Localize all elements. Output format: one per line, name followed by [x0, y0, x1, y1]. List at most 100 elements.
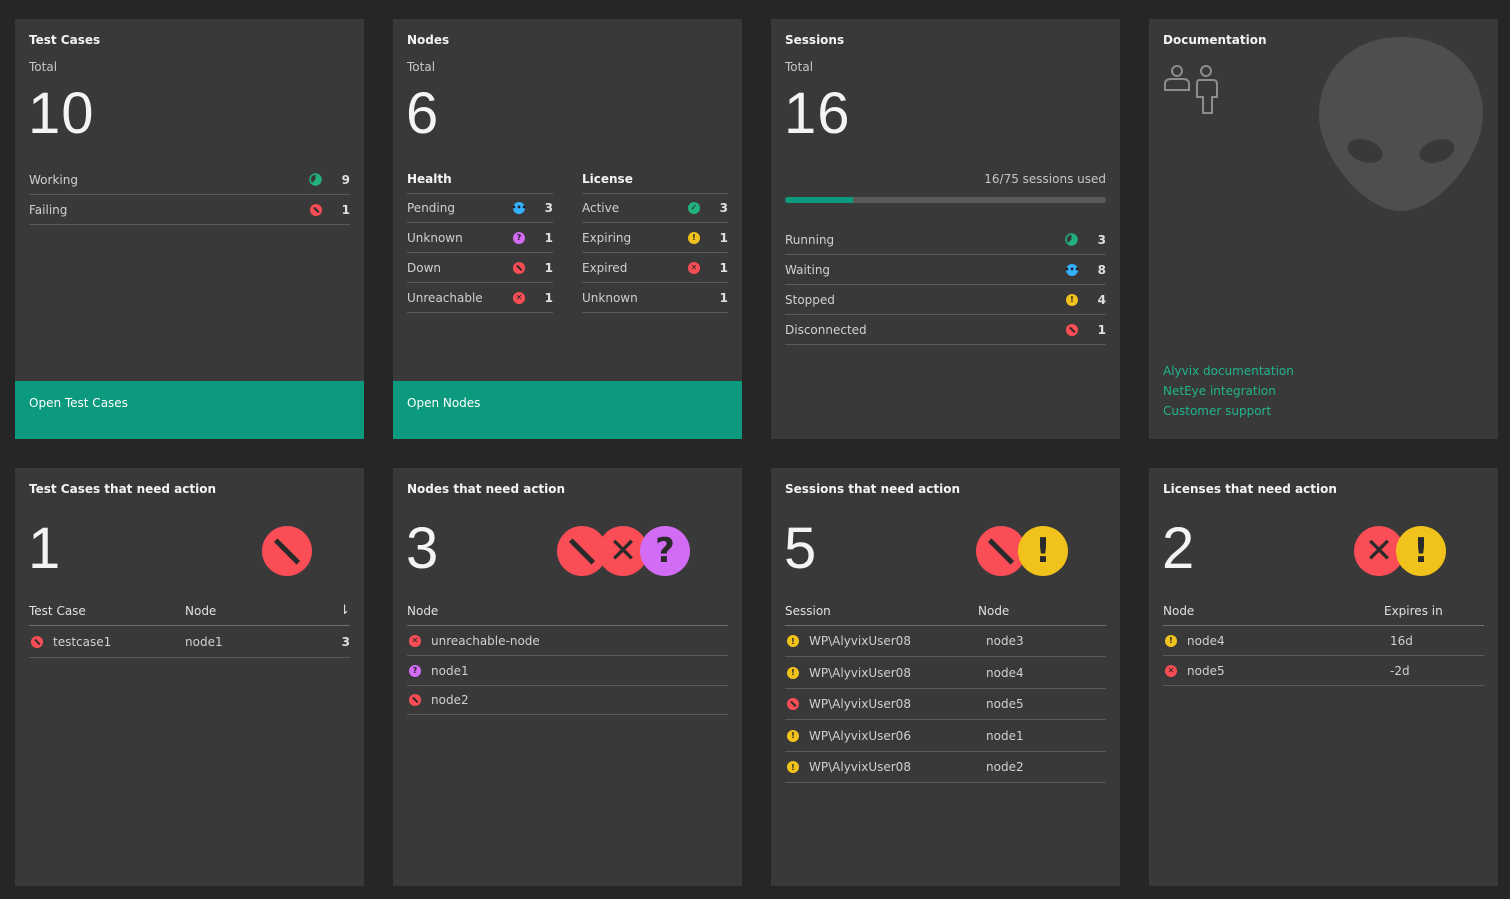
- pending-icon: •••: [1064, 263, 1080, 276]
- blocked-icon: [787, 698, 799, 710]
- alyvix-documentation-link[interactable]: Alyvix documentation: [1163, 364, 1294, 378]
- table-row[interactable]: ! WP\AlyvixUser06 node1: [785, 720, 1106, 752]
- blocked-icon: [31, 636, 43, 648]
- row-label: Expiring: [582, 230, 632, 245]
- column-session[interactable]: Session: [785, 604, 831, 618]
- table-row[interactable]: ✕ node5 -2d: [1163, 656, 1484, 686]
- cell-session: WP\AlyvixUser08: [809, 634, 911, 648]
- column-node[interactable]: Node: [978, 604, 1010, 618]
- question-icon: ?: [409, 664, 421, 677]
- table-row[interactable]: WP\AlyvixUser08 node5: [785, 689, 1106, 720]
- cell-node: node3: [986, 634, 1024, 648]
- row-count: 1: [719, 260, 728, 275]
- row-label: Unreachable: [407, 290, 483, 305]
- total-count: 6: [406, 81, 440, 146]
- cell-node: node2: [986, 760, 1024, 774]
- license-row-expiring: Expiring ! 1: [582, 223, 728, 253]
- sort-icon[interactable]: ⇂: [339, 603, 350, 618]
- session-row-disconnected: Disconnected 1: [785, 315, 1106, 345]
- table-row[interactable]: ✕ unreachable-node: [407, 626, 728, 656]
- license-row-active: Active ✓ 3: [582, 193, 728, 223]
- row-count: 1: [1097, 322, 1106, 337]
- warning-icon: !: [1018, 526, 1068, 576]
- card-title: Nodes: [407, 33, 450, 47]
- row-label: Unknown: [407, 230, 463, 245]
- card-title: Licenses that need action: [1163, 482, 1337, 496]
- cell-node: node5: [1187, 663, 1225, 678]
- row-count: 4: [1097, 292, 1106, 307]
- action-count: 1: [28, 516, 61, 581]
- blocked-icon: [513, 261, 525, 274]
- health-row-down: Down 1: [407, 253, 553, 283]
- total-count: 16: [784, 81, 851, 146]
- license-row-unknown: Unknown 1: [582, 283, 728, 313]
- row-label: Pending: [407, 200, 455, 215]
- row-label: Down: [407, 260, 442, 275]
- table-header: Test Case Node ⇂: [29, 602, 350, 626]
- total-label: Total: [407, 60, 436, 74]
- customer-support-link[interactable]: Customer support: [1163, 404, 1272, 418]
- cell-node: node1: [431, 663, 469, 678]
- licenses-action-card: Licenses that need action 2 ✕ ! Node Exp…: [1149, 468, 1498, 886]
- table-row[interactable]: ! node4 16d: [1163, 626, 1484, 656]
- blocked-icon: [976, 526, 1026, 576]
- cell-node: node5: [986, 697, 1024, 711]
- alien-logo-icon: [1319, 35, 1483, 217]
- action-count: 2: [1162, 516, 1195, 581]
- cell-expires: 16d: [1390, 633, 1413, 648]
- row-count: 9: [341, 172, 350, 187]
- session-row-waiting: Waiting ••• 8: [785, 255, 1106, 285]
- row-count: 3: [544, 200, 553, 215]
- blocked-icon: [409, 694, 421, 706]
- warning-icon: !: [787, 666, 799, 679]
- pending-icon: •••: [511, 201, 527, 214]
- cell-node: node1: [986, 728, 1024, 743]
- open-nodes-button[interactable]: Open Nodes: [393, 381, 742, 439]
- health-row-unknown: Unknown ? 1: [407, 223, 553, 253]
- cell-expires: -2d: [1390, 663, 1410, 678]
- divider: [582, 193, 728, 194]
- documentation-card: Documentation Alyvix documentation NetEy…: [1149, 19, 1498, 439]
- row-label: Waiting: [785, 262, 831, 277]
- table-row[interactable]: ! WP\AlyvixUser08 node2: [785, 752, 1106, 783]
- cell-count: 3: [341, 635, 350, 649]
- row-count: 1: [544, 290, 553, 305]
- table-row[interactable]: testcase1 node1 3: [29, 627, 350, 658]
- question-icon: ?: [640, 526, 690, 576]
- open-test-cases-button[interactable]: Open Test Cases: [15, 381, 364, 439]
- table-row[interactable]: ! WP\AlyvixUser08 node4: [785, 657, 1106, 689]
- column-node[interactable]: Node: [1163, 604, 1195, 618]
- usage-text: 16/75 sessions used: [984, 172, 1106, 186]
- health-row-pending: Pending ••• 3: [407, 193, 553, 223]
- status-row-working: Working 9: [29, 165, 350, 195]
- cell-session: WP\AlyvixUser08: [809, 665, 911, 680]
- action-count: 5: [784, 516, 817, 581]
- column-test-case[interactable]: Test Case: [29, 604, 86, 618]
- blocked-icon: [262, 526, 312, 576]
- usage-progress-bar: [785, 197, 1106, 203]
- row-count: 1: [544, 260, 553, 275]
- column-node[interactable]: Node: [407, 604, 439, 618]
- warning-icon: !: [787, 761, 799, 773]
- error-x-icon: ✕: [1354, 526, 1404, 576]
- cell-node: unreachable-node: [431, 633, 540, 648]
- card-title: Nodes that need action: [407, 482, 566, 496]
- license-heading: License: [582, 172, 633, 186]
- question-icon: ?: [513, 231, 525, 244]
- warning-icon: !: [1396, 526, 1446, 576]
- divider: [407, 193, 553, 194]
- cell-session: WP\AlyvixUser08: [809, 697, 911, 711]
- cell-session: WP\AlyvixUser08: [809, 760, 911, 774]
- column-expires-in[interactable]: Expires in: [1384, 604, 1443, 618]
- partial-circle-icon: [1065, 233, 1078, 246]
- column-node[interactable]: Node: [185, 604, 217, 618]
- neteye-integration-link[interactable]: NetEye integration: [1163, 384, 1276, 398]
- table-row[interactable]: node2: [407, 686, 728, 715]
- table-row[interactable]: ! WP\AlyvixUser08 node3: [785, 626, 1106, 657]
- table-header: Node: [407, 602, 728, 626]
- test-cases-action-card: Test Cases that need action 1 Test Case …: [15, 468, 364, 886]
- sessions-action-card: Sessions that need action 5 ! Session No…: [771, 468, 1120, 886]
- table-row[interactable]: ? node1: [407, 656, 728, 686]
- sessions-card: Sessions Total 16 16/75 sessions used Ru…: [771, 19, 1120, 439]
- cell-node: node4: [1187, 633, 1225, 648]
